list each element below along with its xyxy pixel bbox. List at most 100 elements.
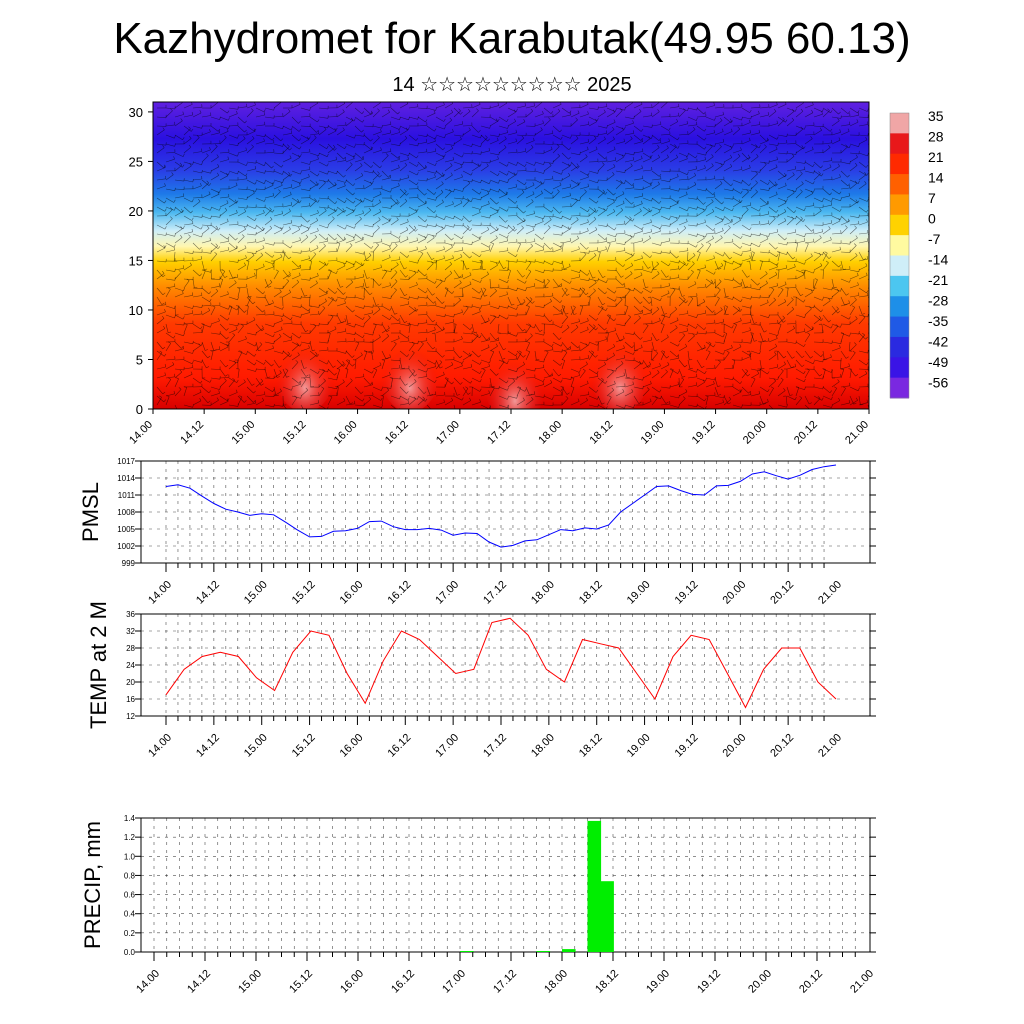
wind-barb-flag	[379, 174, 382, 178]
wind-barb-flag	[433, 192, 437, 195]
wind-barb	[219, 221, 229, 226]
wind-barb	[165, 188, 175, 191]
wind-barb	[498, 287, 509, 289]
wind-barb-flag	[858, 143, 860, 147]
wind-barb	[309, 236, 317, 244]
wind-barb	[678, 178, 689, 181]
wind-barb-flag	[587, 227, 589, 231]
wind-barb-flag	[875, 192, 877, 194]
wind-barb	[264, 195, 274, 199]
wind-barb-flag	[645, 286, 649, 288]
wind-barb	[381, 220, 391, 226]
wind-barb-flag	[415, 228, 418, 232]
wind-barb	[219, 107, 228, 114]
wind-barb-flag	[214, 144, 218, 147]
wind-barb-flag	[507, 305, 509, 309]
wind-barb	[255, 212, 265, 217]
wind-barb	[795, 287, 801, 296]
wind-barb-flag	[541, 218, 544, 222]
wind-barb	[435, 281, 443, 289]
wind-barb-flag	[272, 192, 274, 196]
wind-barb	[273, 161, 282, 168]
wind-barb	[786, 299, 794, 307]
wind-barb	[300, 205, 310, 208]
wind-barb	[156, 167, 166, 172]
wind-barb	[741, 116, 751, 120]
wind-barb-flag	[740, 252, 743, 256]
wind-barb	[426, 197, 436, 201]
wind-barb	[264, 296, 270, 306]
wind-barb-flag	[244, 120, 247, 124]
wind-barb-flag	[388, 218, 391, 222]
wind-barb	[318, 224, 328, 229]
wind-barb-flag	[432, 235, 435, 238]
wind-barb-flag	[317, 272, 319, 276]
wind-barb	[831, 132, 841, 136]
wind-barb-flag	[369, 292, 373, 296]
wind-barb-flag	[216, 154, 219, 158]
wind-barb-flag	[568, 263, 571, 267]
wind-barb-flag	[224, 207, 228, 211]
wind-barb	[372, 102, 381, 109]
wind-barb	[768, 166, 778, 172]
wind-barb	[597, 179, 608, 181]
wind-barb	[372, 202, 381, 208]
wind-barb	[840, 107, 849, 114]
wind-barb	[390, 185, 400, 190]
wind-barb-flag	[470, 172, 473, 176]
wind-barb	[336, 233, 344, 241]
wind-barb	[678, 299, 686, 307]
wind-barb	[309, 261, 312, 271]
wind-barb	[399, 177, 409, 181]
wind-barb	[183, 138, 192, 145]
wind-barb	[831, 176, 841, 181]
wind-barb	[849, 183, 858, 190]
wind-barb	[633, 188, 644, 190]
wind-barb-flag	[451, 145, 454, 149]
wind-barb	[741, 233, 751, 237]
wind-barb-flag	[290, 219, 293, 223]
wind-barb-flag	[858, 180, 860, 184]
wind-barb	[525, 140, 535, 145]
wind-barb-flag	[532, 227, 535, 231]
wind-barb-flag	[721, 217, 724, 221]
wind-barb	[768, 299, 776, 307]
wind-barb	[165, 206, 175, 211]
wind-barb-flag	[434, 128, 437, 132]
wind-barb-flag	[228, 117, 230, 121]
wind-barb-flag	[309, 166, 311, 170]
wind-barb	[453, 269, 460, 278]
wind-barb-flag	[425, 234, 428, 238]
wind-barb	[615, 242, 625, 245]
wind-barb-flag	[469, 219, 472, 223]
wind-barb-flag	[389, 282, 391, 286]
wind-barb	[426, 134, 436, 140]
wind-barb	[201, 131, 211, 136]
wind-barb-flag	[792, 256, 796, 260]
wind-barb-flag	[215, 288, 219, 292]
wind-barb	[291, 260, 299, 268]
wind-barb-flag	[596, 118, 599, 122]
wind-barb-flag	[780, 287, 784, 290]
wind-barb-flag	[666, 275, 669, 278]
wind-barb	[750, 252, 755, 262]
wind-barb-flag	[624, 241, 626, 245]
wind-barb	[192, 224, 202, 230]
wind-barb	[543, 301, 552, 307]
wind-barb	[543, 143, 554, 145]
wind-barb	[633, 203, 643, 208]
wind-barb-flag	[552, 130, 554, 134]
wind-barb-flag	[545, 287, 549, 289]
wind-barb	[183, 231, 193, 235]
wind-barb-flag	[858, 268, 860, 272]
wind-barb	[741, 209, 749, 217]
wind-barb	[300, 134, 310, 140]
wind-barb-flag	[226, 172, 229, 176]
wind-barb-flag	[668, 127, 671, 131]
wind-barb	[849, 255, 858, 262]
wind-barb	[777, 251, 787, 255]
wind-barb-flag	[548, 117, 551, 121]
wind-barb	[219, 210, 228, 217]
wind-barb	[498, 147, 507, 154]
wind-barb-flag	[595, 146, 598, 150]
